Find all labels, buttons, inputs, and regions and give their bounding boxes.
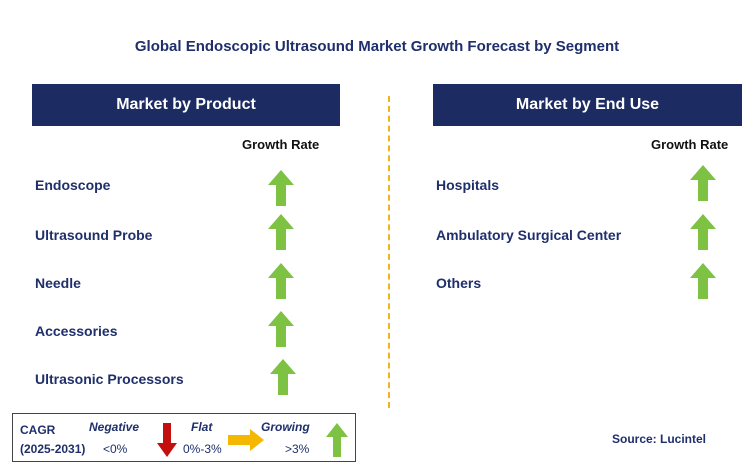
legend-cagr-label: CAGR <box>20 423 56 437</box>
growing-arrow-icon <box>690 214 716 250</box>
product-row-label: Ultrasonic Processors <box>35 371 184 387</box>
legend-flat-label: Flat <box>191 420 213 434</box>
legend-negative-label: Negative <box>89 420 140 434</box>
product-row-label: Ultrasound Probe <box>35 227 153 243</box>
growing-arrow-icon <box>268 311 294 347</box>
growing-arrow-icon <box>268 214 294 250</box>
growing-arrow-icon <box>690 165 716 201</box>
source-note: Source: Lucintel <box>612 432 707 446</box>
end-use-row-label: Others <box>436 275 482 291</box>
panel-divider <box>388 96 390 408</box>
growing-arrow-icon <box>268 170 294 206</box>
end-use-row-label: Ambulatory Surgical Center <box>436 227 622 243</box>
end-use-panel-header: Market by End Use <box>433 84 742 126</box>
legend-flat-range: 0%-3% <box>183 442 222 456</box>
legend-period-label: (2025-2031) <box>20 442 86 456</box>
end-use-growth-rate-label: Growth Rate <box>651 137 729 152</box>
legend-growing-label: Growing <box>261 420 310 434</box>
growing-arrow-icon <box>268 263 294 299</box>
product-growth-rate-label: Growth Rate <box>242 137 320 152</box>
product-row-label: Endoscope <box>35 177 111 193</box>
page-title: Global Endoscopic Ultrasound Market Grow… <box>134 38 620 55</box>
growing-arrow-icon <box>270 359 296 395</box>
flat-arrow-icon <box>228 429 264 451</box>
product-panel-header: Market by Product <box>32 84 340 126</box>
growing-arrow-icon <box>690 263 716 299</box>
legend-growing-range: >3% <box>285 442 310 456</box>
growing-arrow-icon <box>326 423 348 457</box>
product-row-label: Needle <box>35 275 81 291</box>
cagr-legend: CAGR (2025-2031) Negative <0% Flat 0%-3%… <box>12 413 356 462</box>
legend-negative-range: <0% <box>103 442 128 456</box>
end-use-row-label: Hospitals <box>436 177 500 193</box>
negative-arrow-icon <box>157 423 177 457</box>
product-row-label: Accessories <box>35 323 118 339</box>
